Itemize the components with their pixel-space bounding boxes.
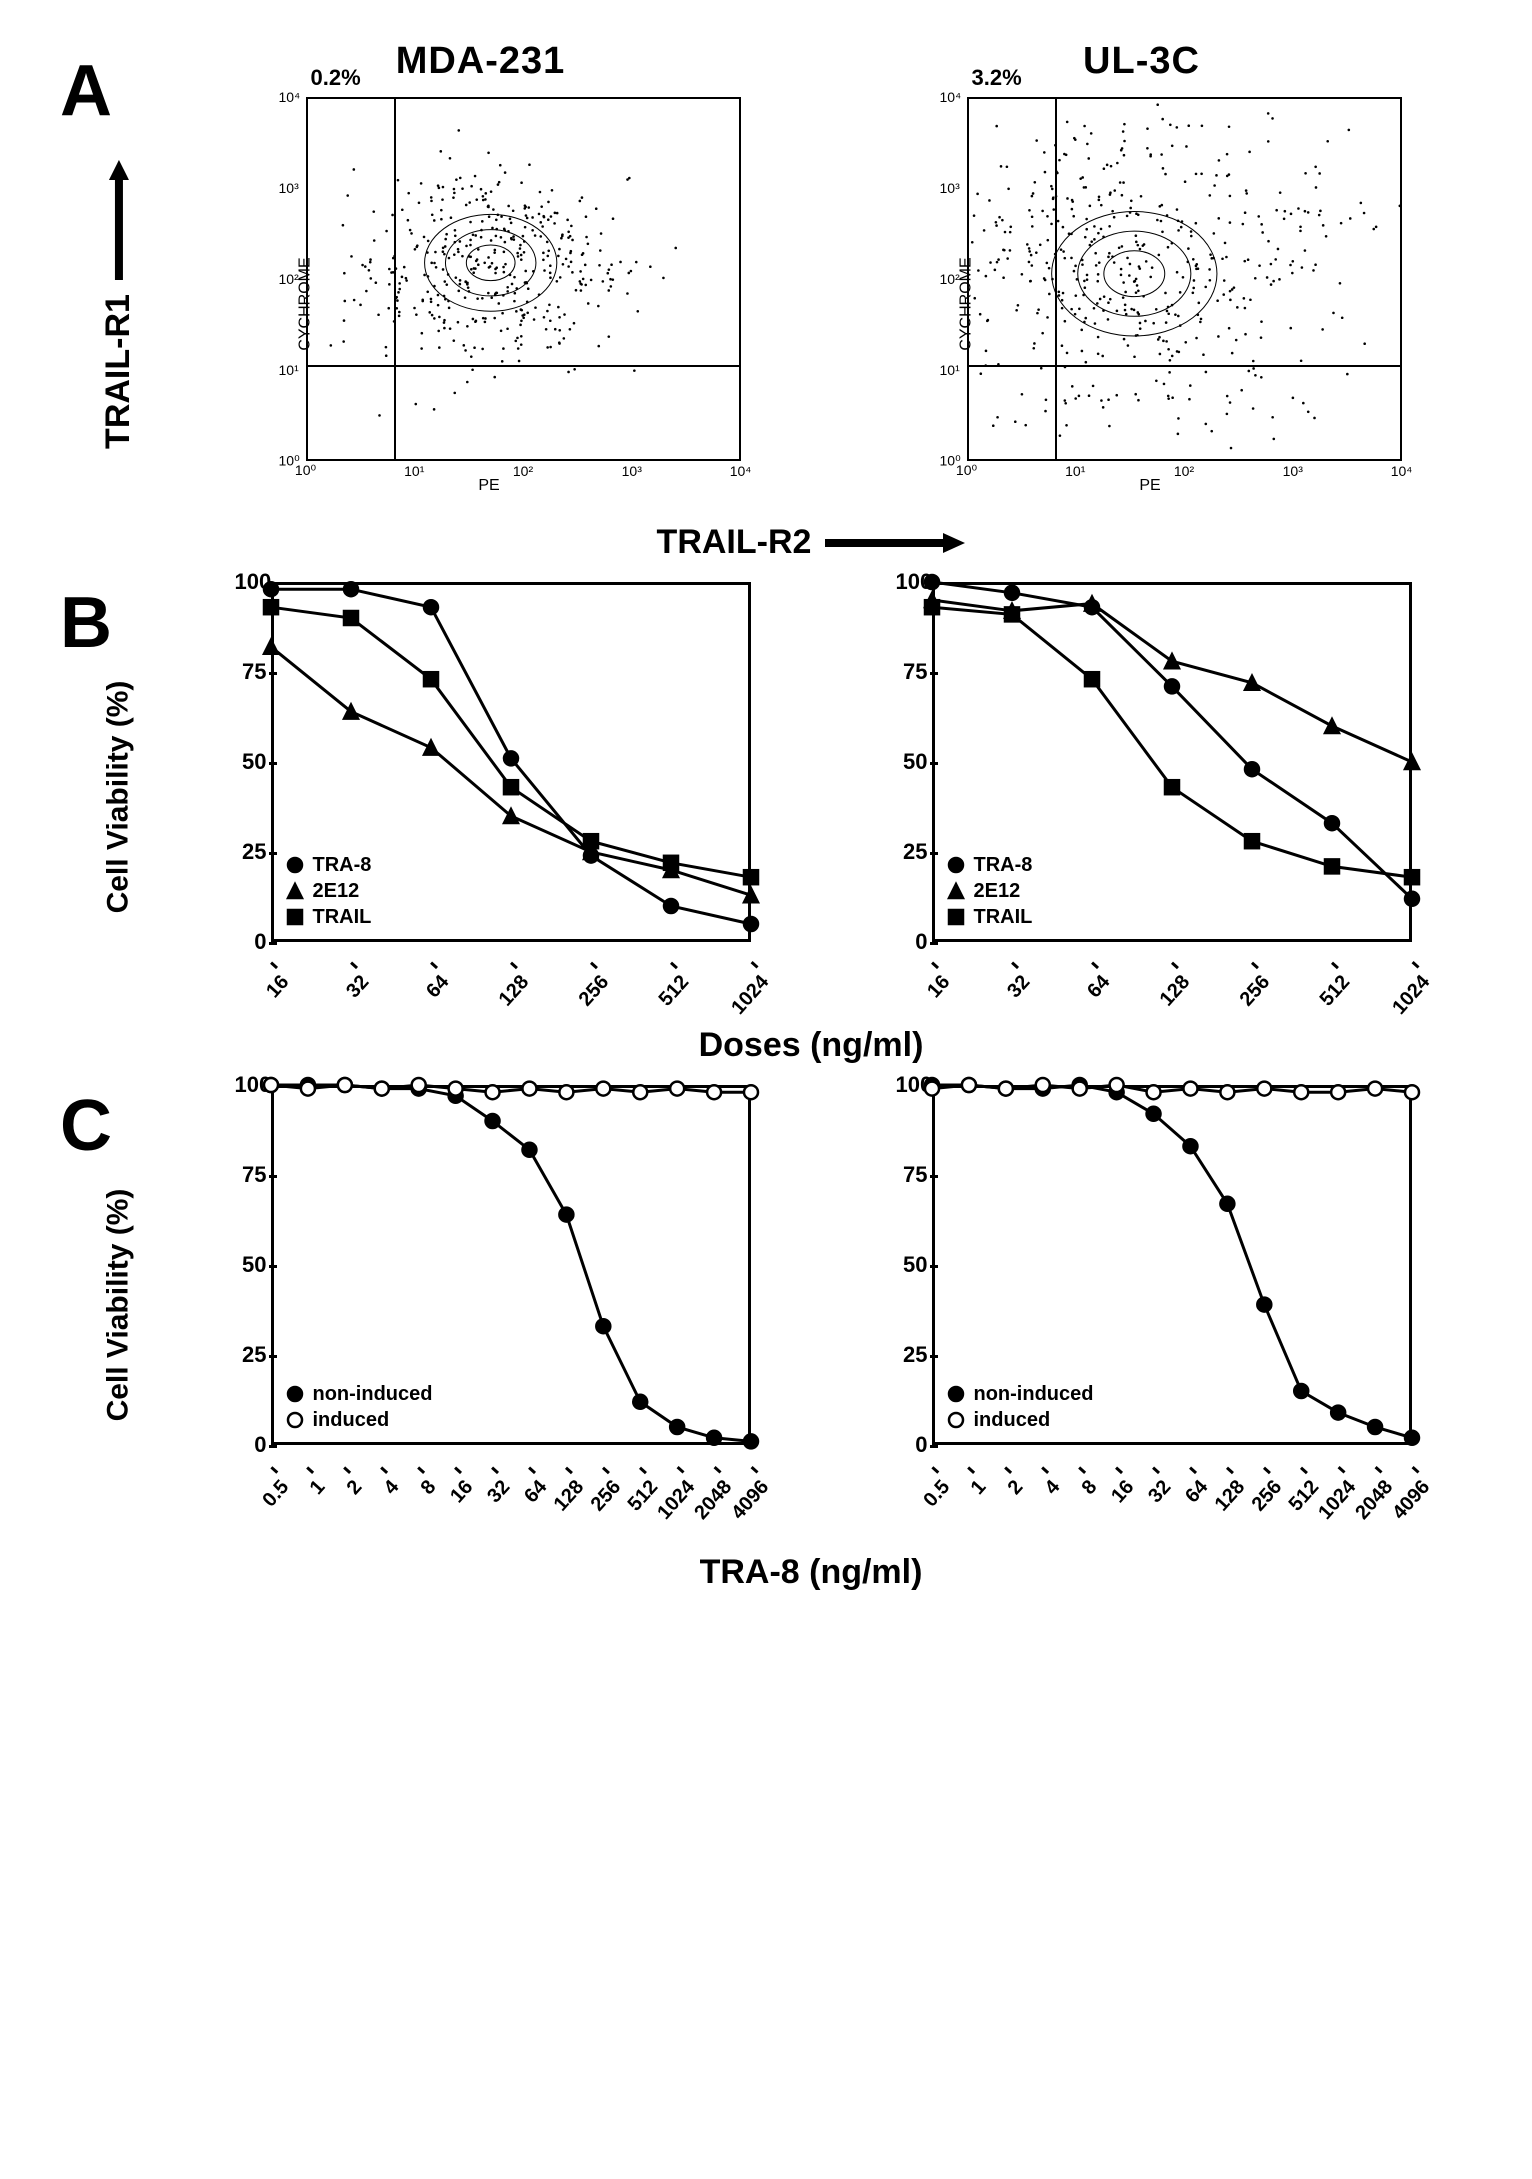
figure: A MDA-231 UL-3C TRAIL-R1 0.2%CYCHROMEPE1… — [60, 40, 1472, 1592]
flow-frame — [967, 97, 1402, 461]
plot-svg — [852, 572, 1432, 1022]
legend-label: non-induced — [313, 1383, 433, 1406]
legend-label: 2E12 — [974, 880, 1021, 903]
flow-xtick: 10⁰ — [295, 462, 316, 479]
legend: TRA-8 2E12 TRAIL — [285, 852, 372, 930]
panel-c-y-axis-label: Cell Viability (%) — [101, 1189, 135, 1422]
arrow-icon — [825, 531, 965, 555]
flow-xtick: 10⁴ — [1391, 463, 1413, 479]
flow-ytick: 10¹ — [940, 362, 960, 378]
panel-a-x-axis-label: TRAIL-R2 — [150, 523, 1472, 562]
legend-label: induced — [974, 1409, 1051, 1432]
flow-ytick: 10³ — [279, 180, 299, 196]
dose-plot-left: 02550751001632641282565121024TRA-82E12TR… — [191, 572, 771, 1022]
trail-r2-text: TRAIL-R2 — [657, 523, 812, 562]
legend-label: TRA-8 — [974, 854, 1033, 877]
plot-svg — [852, 1075, 1432, 1535]
flow-ytick: 10² — [279, 271, 299, 287]
flow-xtick: 10² — [1174, 463, 1194, 479]
flow-y-inner-label: CYCHROME — [957, 257, 975, 350]
flow-ytick: 10³ — [940, 180, 960, 196]
tra8-plot-right: 02550751000.5124816326412825651210242048… — [852, 1075, 1432, 1535]
panel-b-y-axis-label: Cell Viability (%) — [101, 681, 135, 914]
flow-scatter — [969, 99, 1400, 459]
legend: non-induced induced — [285, 1381, 433, 1433]
flow-plot-right: 3.2%CYCHROMEPE10⁰10⁰10¹10¹10²10²10³10³10… — [862, 89, 1422, 519]
flow-percent: 0.2% — [311, 65, 361, 91]
flow-y-inner-label: CYCHROME — [296, 257, 314, 350]
panel-b-row: B Cell Viability (%) 0255075100163264128… — [60, 572, 1472, 1065]
legend-label: TRA-8 — [313, 854, 372, 877]
flow-ytick: 10² — [940, 271, 960, 287]
legend-label: induced — [313, 1409, 390, 1432]
flow-xtick: 10¹ — [404, 463, 424, 479]
tra8-plot-left: 02550751000.5124816326412825651210242048… — [191, 1075, 771, 1535]
flow-xtick: 10³ — [1283, 463, 1303, 479]
panel-c-row: C Cell Viability (%) 02550751000.5124816… — [60, 1075, 1472, 1592]
flow-xtick: 10³ — [622, 463, 642, 479]
legend-label: non-induced — [974, 1383, 1094, 1406]
legend: non-induced induced — [946, 1381, 1094, 1433]
flow-ytick: 10⁴ — [940, 89, 962, 105]
flow-ytick: 10⁴ — [279, 89, 301, 105]
legend-label: TRAIL — [974, 906, 1033, 929]
dose-plot-right: 02550751001632641282565121024TRA-82E12TR… — [852, 572, 1432, 1022]
flow-xtick: 10¹ — [1065, 463, 1085, 479]
flow-x-inner-label: PE — [1139, 477, 1160, 495]
legend: TRA-8 2E12 TRAIL — [946, 852, 1033, 930]
legend-label: 2E12 — [313, 880, 360, 903]
flow-ytick: 10¹ — [279, 362, 299, 378]
flow-xtick: 10⁴ — [730, 463, 752, 479]
panel-b-x-axis-label: Doses (ng/ml) — [150, 1026, 1472, 1065]
plot-svg — [191, 1075, 771, 1535]
plot-svg — [191, 572, 771, 1022]
flow-frame — [306, 97, 741, 461]
flow-scatter — [308, 99, 739, 459]
flow-xtick: 10⁰ — [956, 462, 977, 479]
legend-label: TRAIL — [313, 906, 372, 929]
arrow-icon — [106, 160, 130, 280]
trail-r1-text: TRAIL-R1 — [99, 294, 138, 449]
panel-a-row: A MDA-231 UL-3C TRAIL-R1 0.2%CYCHROMEPE1… — [60, 40, 1472, 562]
panel-a-y-axis-label: TRAIL-R1 — [99, 160, 138, 449]
flow-percent: 3.2% — [972, 65, 1022, 91]
flow-plot-left: 0.2%CYCHROMEPE10⁰10⁰10¹10¹10²10²10³10³10… — [201, 89, 761, 519]
flow-xtick: 10² — [513, 463, 533, 479]
flow-x-inner-label: PE — [478, 477, 499, 495]
col-title-left: MDA-231 — [150, 40, 811, 83]
col-title-right: UL-3C — [811, 40, 1472, 83]
panel-c-x-axis-label: TRA-8 (ng/ml) — [150, 1553, 1472, 1592]
